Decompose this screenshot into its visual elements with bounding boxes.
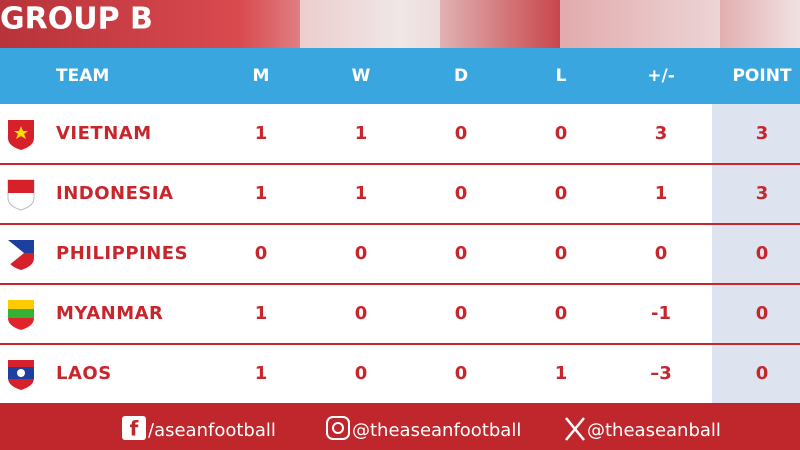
stat-cell: 1 [355,183,368,204]
instagram-icon [326,416,350,440]
stat-cell: –3 [650,363,672,384]
stat-cell: 0 [756,363,769,384]
stat-cell: 0 [355,363,368,384]
stat-cell: 0 [555,183,568,204]
stat-cell: 0 [655,243,668,264]
stat-cell: 0 [455,123,468,144]
social-handle: @theaseanfootball [352,420,521,441]
stat-cell: 0 [455,363,468,384]
stat-cell: 0 [355,303,368,324]
stat-cell: 0 [355,243,368,264]
team-name: PHILIPPINES [56,243,188,264]
flag-yellow [8,300,34,309]
photo-player [300,0,440,48]
facebook-icon [122,416,146,440]
flag-white [8,240,24,266]
stat-cell: 3 [756,183,769,204]
stat-cell: 3 [756,123,769,144]
stat-cell: 0 [756,303,769,324]
column-header: D [454,66,468,86]
stat-cell: 0 [756,243,769,264]
stat-cell: 1 [555,363,568,384]
column-header: TEAM [56,66,109,86]
flag-red [8,180,34,193]
table-body [0,104,800,404]
group-title: GROUP B [0,2,153,37]
flag-green [8,309,34,318]
column-header: +/- [647,66,675,86]
photo-player [560,0,720,48]
stat-cell: 0 [555,303,568,324]
rows: VIETNAM 1 1 0 0 3 3 INDONESIA 1 1 0 0 1 3 PHILIPPINES 0… [0,120,800,405]
flag-star [14,126,28,139]
team-name: VIETNAM [56,123,152,144]
stat-cell: 0 [455,303,468,324]
column-header: W [352,66,371,86]
header-bar [0,48,800,104]
stat-cell: 0 [255,243,268,264]
stat-cell: 1 [255,303,268,324]
flag-disc [17,369,25,377]
stat-cell: 0 [555,243,568,264]
instagram-lens [332,422,344,434]
stat-cell: 0 [455,243,468,264]
social-handle: @theaseanball [587,420,721,441]
stat-cell: 1 [655,183,668,204]
stat-cell: 0 [555,123,568,144]
team-name: MYANMAR [56,303,163,324]
stat-cell: 3 [655,123,668,144]
team-name: INDONESIA [56,183,173,204]
column-header: L [556,66,567,86]
stat-cell: 1 [255,363,268,384]
column-header: M [253,66,270,86]
stat-cell: 1 [355,123,368,144]
stat-cell: 0 [455,183,468,204]
team-name: LAOS [56,363,112,384]
stat-cell: 1 [255,183,268,204]
stat-cell: -1 [651,303,671,324]
stat-cell: 1 [255,123,268,144]
points-column [712,104,800,404]
facebook-glyph: f [130,417,139,441]
social-handle: /aseanfootball [148,420,276,441]
x-icon [565,417,585,441]
column-header: POINT [732,66,791,86]
